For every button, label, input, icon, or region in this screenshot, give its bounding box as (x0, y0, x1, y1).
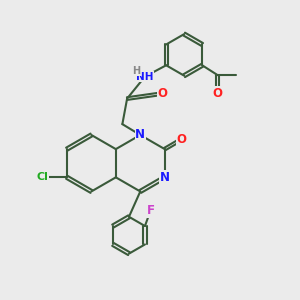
Text: O: O (177, 133, 187, 146)
Text: NH: NH (136, 72, 154, 82)
Text: H: H (133, 66, 141, 76)
Text: Cl: Cl (37, 172, 49, 182)
Text: O: O (158, 87, 168, 100)
Text: O: O (213, 87, 223, 100)
Text: N: N (135, 128, 145, 142)
Text: N: N (160, 171, 170, 184)
Text: F: F (147, 204, 154, 217)
